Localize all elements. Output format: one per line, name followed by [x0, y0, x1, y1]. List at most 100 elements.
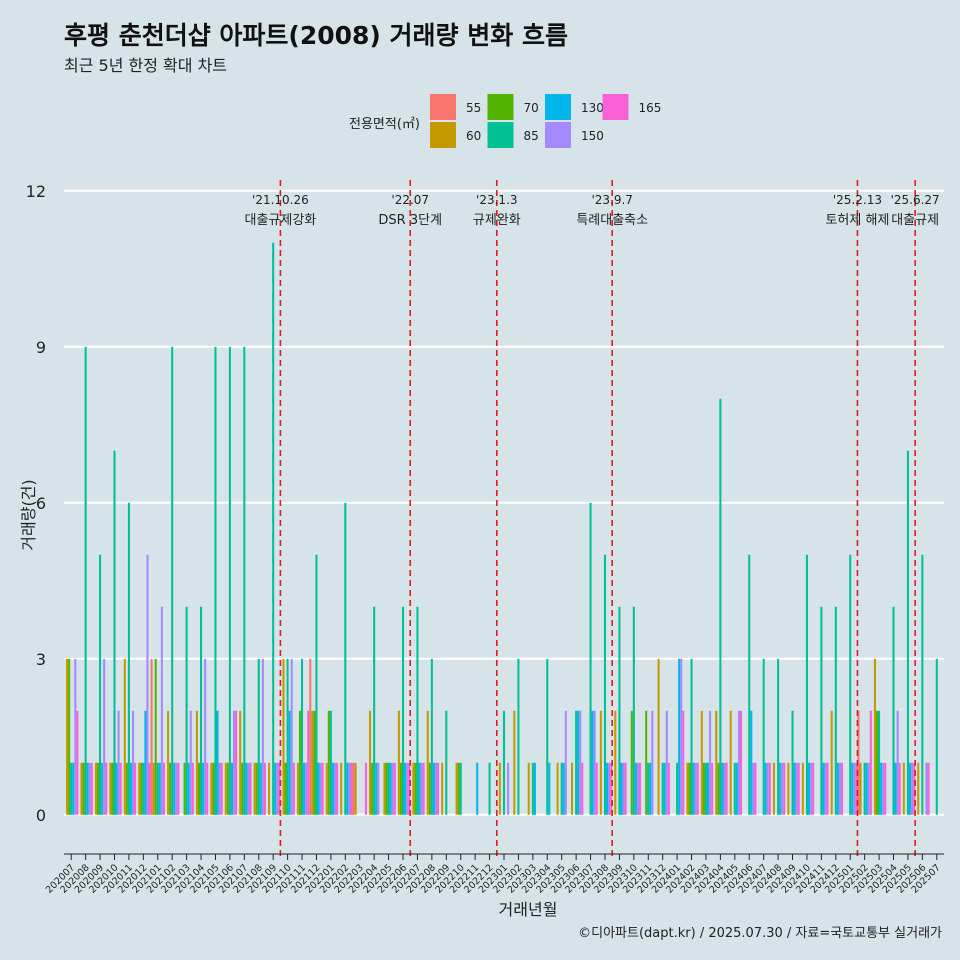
bar-150-202105	[218, 762, 221, 815]
y-tick-label: 6	[36, 494, 46, 513]
chart-subtitle: 최근 5년 한정 확대 차트	[64, 56, 228, 75]
bar-55-202502	[857, 710, 860, 815]
bar-85-202212	[488, 762, 491, 815]
event-name-label: 토허제 해제	[825, 213, 889, 228]
bar-60-202104	[195, 710, 198, 815]
bar-70-202104	[197, 762, 201, 815]
bar-165-202308	[610, 762, 613, 815]
bar-165-202107	[249, 762, 252, 815]
bar-150-202207	[420, 762, 423, 815]
bar-55-202101	[150, 658, 153, 815]
bar-55-202112	[309, 658, 312, 815]
bar-60-202201	[325, 762, 328, 815]
bar-85-202201	[329, 710, 332, 815]
bar-85-202407	[762, 658, 765, 815]
bar-60-202109	[268, 762, 271, 815]
bar-130-202009	[101, 762, 104, 815]
bar-70-202311	[645, 710, 648, 815]
y-axis-title: 거래량(건)	[19, 479, 38, 550]
event-name-label: 규제완화	[473, 213, 521, 228]
bar-150-202206	[406, 762, 409, 815]
bar-150-202312	[665, 710, 668, 815]
bar-85-202301	[502, 710, 506, 815]
bar-60-202302	[513, 710, 516, 815]
bar-70-202011	[125, 762, 128, 815]
bar-85-202105	[214, 346, 217, 815]
bar-85-202507	[935, 658, 938, 815]
bar-150-202402	[694, 762, 697, 815]
bar-70-202101	[154, 658, 157, 815]
bar-85-202405	[733, 762, 736, 815]
bar-150-202102	[175, 762, 178, 815]
bar-130-202307	[591, 710, 594, 815]
bar-150-202108	[261, 658, 264, 815]
bar-60-202106	[224, 762, 227, 815]
bar-165-202008	[90, 762, 93, 815]
bar-60-202111	[296, 762, 299, 815]
bar-60-202209	[441, 762, 444, 815]
bar-85-202504	[892, 606, 895, 815]
bar-85-202312	[661, 762, 664, 815]
bar-60-202308	[599, 710, 602, 815]
bar-85-202104	[200, 606, 203, 815]
bar-130-202411	[822, 762, 825, 815]
bar-165-202408	[783, 762, 786, 815]
bar-130-202505	[908, 762, 912, 815]
bar-165-202206	[408, 762, 411, 815]
bar-165-202405	[739, 710, 743, 815]
bar-70-202111	[298, 710, 302, 815]
bar-55-202203	[352, 762, 355, 815]
bar-165-202011	[134, 762, 137, 815]
x-axis-title: 거래년월	[499, 900, 558, 919]
bar-130-202012	[144, 710, 147, 815]
bar-60-202112	[311, 710, 314, 815]
bar-85-202210	[459, 762, 462, 815]
bar-60-202312	[657, 658, 660, 815]
bar-130-202303	[533, 762, 536, 815]
bar-70-202107	[241, 762, 244, 815]
legend-label-150: 150	[581, 129, 604, 143]
bar-130-202407	[764, 762, 767, 815]
bar-85-202208	[430, 658, 433, 815]
bar-60-202008	[80, 762, 83, 815]
legend-label-85: 85	[524, 129, 539, 143]
bar-130-202405	[735, 762, 738, 815]
bar-165-202111	[307, 710, 310, 815]
bar-165-202012	[148, 762, 151, 815]
bar-70-202402	[688, 762, 691, 815]
bar-165-202409	[797, 762, 800, 815]
bar-150-202008	[88, 762, 91, 815]
bar-130-202502	[865, 762, 868, 815]
bar-165-202110	[292, 762, 295, 815]
event-date-label: '23.1.3	[476, 193, 517, 207]
bar-150-202311	[651, 710, 654, 815]
bar-70-202208	[428, 762, 431, 815]
bar-165-202402	[696, 762, 699, 815]
bar-130-202208	[432, 762, 435, 815]
bar-150-202103	[189, 710, 192, 815]
bar-165-202106	[235, 710, 238, 815]
bar-60-202210	[455, 762, 458, 815]
bar-85-202411	[820, 606, 823, 815]
bar-150-202111	[305, 762, 308, 815]
bar-85-202307	[589, 502, 592, 815]
bar-130-202312	[663, 762, 666, 815]
bar-150-202306	[579, 710, 582, 815]
bar-85-202107	[243, 346, 246, 815]
bar-85-202501	[849, 554, 852, 815]
bar-130-202412	[836, 762, 839, 815]
bar-85-202102	[171, 346, 174, 815]
bar-60-202101	[152, 762, 155, 815]
bar-165-202009	[105, 762, 108, 815]
bar-70-202007	[68, 658, 71, 815]
bar-165-202108	[263, 762, 266, 815]
bar-85-202108	[257, 658, 260, 815]
event-date-label: '23.9.7	[591, 193, 632, 207]
event-name-label: 대출규제강화	[245, 213, 317, 228]
bar-85-202110	[286, 658, 289, 815]
bar-60-202011	[123, 658, 126, 815]
bar-70-202106	[226, 762, 229, 815]
bar-150-202011	[132, 710, 135, 815]
bar-150-202501	[853, 762, 856, 815]
bar-60-202301	[498, 762, 501, 815]
